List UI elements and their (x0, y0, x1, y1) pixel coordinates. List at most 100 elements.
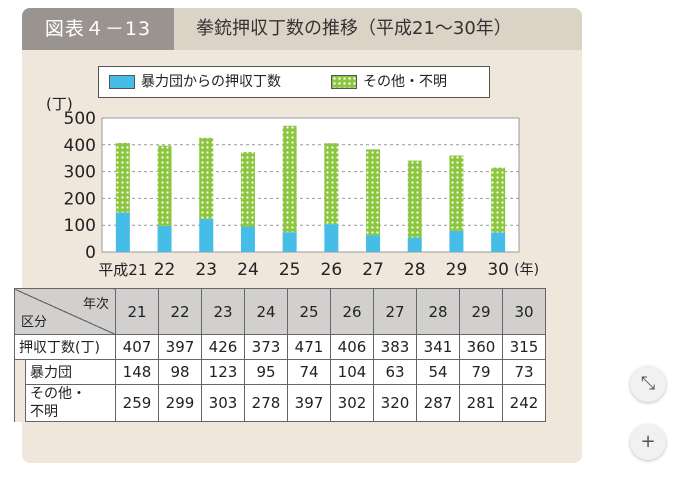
table-cell: 320 (373, 384, 417, 422)
x-tick-label: 25 (279, 260, 301, 280)
table-cell: 104 (330, 359, 374, 385)
bar-other (115, 142, 130, 213)
bar-other (324, 143, 339, 225)
table-year-header: 26 (330, 288, 374, 335)
x-axis-unit: (年) (514, 262, 539, 278)
bar-gang (366, 235, 381, 252)
bar-gang (115, 212, 130, 252)
x-tick-label: 30 (487, 260, 509, 280)
x-tick-label: 26 (321, 260, 343, 280)
legend-label-other: その他・不明 (363, 74, 447, 90)
y-axis-unit: (丁) (46, 95, 73, 113)
bar-other (407, 160, 422, 238)
y-tick-label: 0 (85, 243, 96, 263)
y-tick-label: 300 (64, 163, 96, 183)
data-table: 年次 区分 21 22 23 24 25 26 27 28 29 30 押収丁数(丁) 407 397… (14, 288, 546, 422)
table-cell: 383 (373, 334, 417, 360)
legend-swatch-other (331, 75, 357, 89)
table-row: 押収丁数(丁) 407 397 426 373 471 406 383 341 360 315 (14, 334, 546, 360)
x-tick-label: 平成21 (98, 261, 147, 279)
row-indent (14, 359, 26, 385)
y-tick-label: 400 (64, 136, 96, 156)
row-indent (14, 384, 26, 422)
y-tick-label: 500 (64, 109, 96, 129)
table-cell: 341 (416, 334, 460, 360)
table-cell: 123 (201, 359, 245, 385)
bar-gang (491, 232, 506, 252)
table-cell: 287 (416, 384, 460, 422)
y-tick-label: 100 (64, 216, 96, 236)
figure-header: 図表４－13 拳銃押収丁数の推移（平成21～30年） (22, 8, 582, 50)
bar-gang (157, 225, 172, 252)
table-corner-cell: 年次 区分 (14, 288, 116, 335)
table-cell: 95 (244, 359, 288, 385)
table-cell: 74 (287, 359, 331, 385)
row-label-other: その他・ 不明 (25, 384, 116, 422)
table-cell: 360 (459, 334, 503, 360)
plus-icon: + (640, 431, 656, 452)
table-cell: 281 (459, 384, 503, 422)
legend-label-gang: 暴力団からの押収丁数 (141, 74, 281, 90)
bar-gang (199, 219, 214, 252)
table-year-header: 30 (502, 288, 546, 335)
bar-other (449, 155, 464, 231)
table-cell: 63 (373, 359, 417, 385)
x-tick-label: 23 (195, 260, 217, 280)
table-year-header: 27 (373, 288, 417, 335)
row-label-gang: 暴力団 (25, 359, 116, 385)
bar-gang (324, 224, 339, 252)
table-cell: 259 (115, 384, 159, 422)
y-tick-label: 200 (64, 189, 96, 209)
bar-other (157, 145, 172, 226)
table-cell: 98 (158, 359, 202, 385)
x-tick-label: 24 (237, 260, 259, 280)
table-cell: 315 (502, 334, 546, 360)
bar-gang (407, 237, 422, 252)
table-cell: 54 (416, 359, 460, 385)
bar-other (282, 125, 297, 233)
table-cell: 148 (115, 359, 159, 385)
x-tick-label: 27 (362, 260, 384, 280)
bar-other (199, 137, 214, 220)
collapse-icon: ⤡ (640, 373, 656, 394)
table-cell: 471 (287, 334, 331, 360)
table-cell: 302 (330, 384, 374, 422)
table-year-header: 28 (416, 288, 460, 335)
table-cell: 278 (244, 384, 288, 422)
table-year-header: 21 (115, 288, 159, 335)
legend-swatch-gang (109, 75, 135, 89)
bar-gang (449, 230, 464, 252)
table-cell: 242 (502, 384, 546, 422)
table-year-header: 24 (244, 288, 288, 335)
figure-title: 拳銃押収丁数の推移（平成21～30年） (196, 18, 512, 39)
corner-category-label: 区分 (21, 315, 48, 330)
table-year-header: 22 (158, 288, 202, 335)
bar-other (491, 167, 506, 233)
bar-gang (240, 226, 255, 252)
figure-number: 図表４－13 (22, 8, 174, 50)
chart-legend: 暴力団からの押収丁数 その他・不明 (98, 66, 490, 98)
corner-year-label: 年次 (82, 297, 109, 312)
table-cell: 303 (201, 384, 245, 422)
collapse-button[interactable]: ⤡ (630, 366, 666, 402)
zoom-in-button[interactable]: + (630, 424, 666, 460)
table-cell: 373 (244, 334, 288, 360)
table-cell: 406 (330, 334, 374, 360)
x-tick-label: 28 (404, 260, 426, 280)
table-year-header: 25 (287, 288, 331, 335)
table-row: その他・ 不明 259 299 303 278 397 302 320 287 281 242 (14, 384, 546, 422)
table-cell: 299 (158, 384, 202, 422)
table-cell: 426 (201, 334, 245, 360)
bar-other (240, 152, 255, 227)
table-row: 暴力団 148 98 123 95 74 104 63 54 79 73 (14, 359, 546, 385)
table-cell: 397 (158, 334, 202, 360)
row-label-total: 押収丁数(丁) (14, 334, 116, 360)
x-tick-label: 29 (446, 260, 468, 280)
table-year-header: 23 (201, 288, 245, 335)
table-year-header: 29 (459, 288, 503, 335)
x-tick-label: 22 (154, 260, 176, 280)
table-cell: 397 (287, 384, 331, 422)
bar-other (366, 149, 381, 236)
table-cell: 407 (115, 334, 159, 360)
